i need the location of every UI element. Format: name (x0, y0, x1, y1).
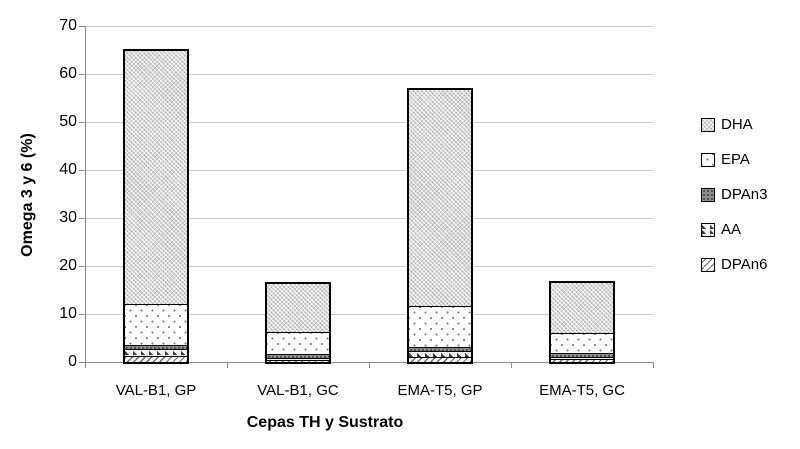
gridline (85, 314, 653, 315)
bar-VAL-B1-GC (265, 281, 331, 364)
legend-label: DHA (721, 116, 753, 133)
y-tick-label: 60 (59, 65, 77, 82)
y-tick (79, 266, 85, 267)
x-tick (511, 362, 512, 368)
gridline (85, 122, 653, 123)
bar-segment-AA (267, 357, 329, 361)
x-tick (369, 362, 370, 368)
bar-segment-DPAn6 (551, 359, 613, 362)
y-tick-label: 50 (59, 113, 77, 130)
bar-VAL-B1-GP (123, 48, 189, 364)
legend-label: DPAn6 (721, 256, 768, 273)
x-tick (85, 362, 86, 368)
legend-label: EPA (721, 151, 750, 168)
bar-segment-AA (409, 351, 471, 358)
bar-segment-DHA (551, 282, 613, 334)
bar-segment-DHA (125, 50, 187, 305)
bar-segment-DPAn6 (267, 360, 329, 362)
gridline (85, 218, 653, 219)
bar-segment-DHA (409, 89, 471, 306)
bar-segment-DPAn3 (409, 347, 471, 352)
legend-swatch-DHA (701, 118, 715, 132)
y-tick (79, 314, 85, 315)
legend-swatch-EPA (701, 153, 715, 167)
category-label: EMA-T5, GC (539, 382, 625, 399)
y-tick-label: 30 (59, 209, 77, 226)
y-axis-title: Omega 3 y 6 (%) (19, 133, 36, 257)
legend-label: AA (721, 221, 742, 238)
bar-segment-DPAn3 (551, 352, 613, 358)
category-label: VAL-B1, GP (115, 382, 197, 399)
y-tick-label: 0 (68, 353, 77, 370)
bar-segment-DPAn6 (125, 355, 187, 362)
y-tick-label: 20 (59, 257, 77, 274)
x-tick (227, 362, 228, 368)
legend-swatch-AA (701, 223, 715, 237)
legend-item-EPA: EPA (701, 151, 750, 169)
category-label: EMA-T5, GP (397, 382, 483, 399)
bar-segment-DPAn6 (409, 357, 471, 362)
y-tick-label: 70 (59, 17, 77, 34)
gridline (85, 266, 653, 267)
bar-segment-AA (551, 357, 613, 360)
y-tick (79, 74, 85, 75)
bar-segment-EPA (551, 333, 613, 353)
bar-segment-EPA (125, 304, 187, 346)
y-tick (79, 218, 85, 219)
gridline (85, 170, 653, 171)
legend-item-DPAn6: DPAn6 (701, 256, 767, 274)
bar-segment-DPAn3 (267, 354, 329, 358)
y-tick (79, 362, 85, 363)
y-axis-line (85, 26, 86, 362)
x-axis-title: Cepas TH y Sustrato (246, 414, 404, 431)
category-label: VAL-B1, GC (257, 382, 339, 399)
bar-EMA-T5-GC (549, 280, 615, 364)
x-tick (653, 362, 654, 368)
bar-segment-DHA (267, 283, 329, 333)
y-tick (79, 122, 85, 123)
legend-item-DPAn3: DPAn3 (701, 186, 767, 204)
bar-segment-DPAn3 (125, 345, 187, 350)
y-tick-label: 10 (59, 305, 77, 322)
legend-swatch-DPAn6 (701, 258, 715, 272)
y-tick (79, 170, 85, 171)
legend-item-AA: AA (701, 221, 741, 239)
bar-segment-EPA (267, 332, 329, 355)
y-tick-label: 40 (59, 161, 77, 178)
y-tick (79, 26, 85, 27)
legend-label: DPAn3 (721, 186, 768, 203)
legend-swatch-DPAn3 (701, 188, 715, 202)
gridline (85, 74, 653, 75)
gridline (85, 26, 653, 27)
bar-segment-AA (125, 349, 187, 356)
legend-item-DHA: DHA (701, 116, 753, 134)
bar-segment-EPA (409, 305, 471, 348)
bar-EMA-T5-GP (407, 87, 473, 364)
